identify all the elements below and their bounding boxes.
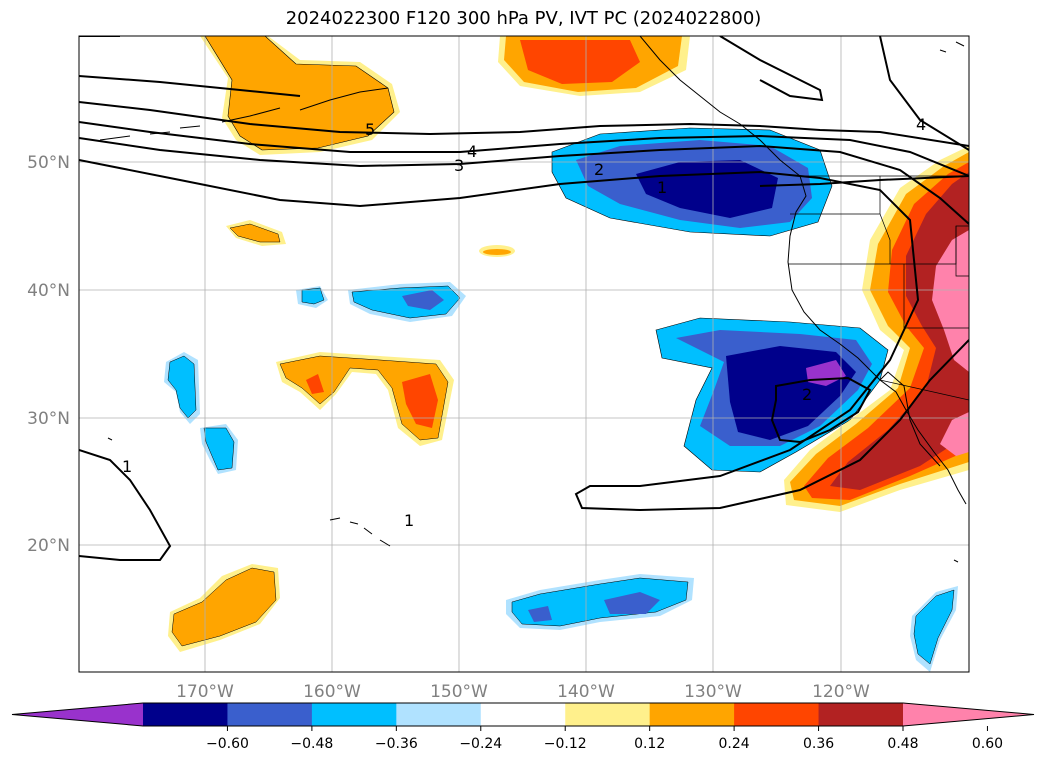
contour-label: 1 (122, 457, 132, 476)
colorbar-segment (818, 703, 904, 726)
colorbar-segment (396, 703, 482, 726)
colorbar-tick-label: 0.36 (803, 736, 834, 752)
lat-label: 30°N (27, 409, 70, 429)
colorbar-tick-label: 0.60 (972, 736, 1003, 752)
colorbar-tick-label: −0.12 (544, 736, 587, 752)
colorbar-extend-high (903, 703, 1034, 726)
longitude-labels: 170°W 160°W 150°W 140°W 130°W 120°W (176, 682, 870, 702)
colorbar-tick-label: −0.48 (290, 736, 333, 752)
pv-anomaly-westcoast (784, 146, 969, 512)
colorbar-tick-label: 0.12 (634, 736, 665, 752)
lat-label: 40°N (27, 281, 70, 301)
lat-label: 20°N (27, 536, 70, 556)
contour-label: 2 (802, 385, 812, 404)
ivt-contours (79, 36, 969, 561)
map-title: 2024022300 F120 300 hPa PV, IVT PC (2024… (285, 8, 762, 29)
coastlines (99, 36, 967, 563)
colorbar-tick-label: 0.48 (887, 736, 918, 752)
lon-label: 150°W (430, 682, 488, 702)
colorbar-segment (649, 703, 735, 726)
contour-label: 1 (404, 511, 414, 530)
map-frame (78, 35, 970, 673)
map-area: 5 4 3 2 1 2 1 1 4 (79, 36, 969, 672)
contour-label: 1 (657, 178, 667, 197)
colorbar-segment (734, 703, 820, 726)
contour-labels: 5 4 3 2 1 2 1 1 4 (122, 115, 926, 530)
colorbar-tick-label: −0.24 (459, 736, 502, 752)
colorbar-outline (11, 702, 1035, 727)
latitude-labels: 50°N 40°N 30°N 20°N (27, 153, 70, 556)
colorbar-tick-label: −0.36 (375, 736, 418, 752)
contour-label: 5 (365, 120, 375, 139)
colorbar-segment (565, 703, 651, 726)
lon-label: 140°W (557, 682, 615, 702)
contour-label: 2 (594, 160, 604, 179)
colorbar-tick-label: −0.60 (206, 736, 249, 752)
lon-label: 120°W (812, 682, 870, 702)
colorbar: −0.60 −0.48 −0.36 −0.24 −0.12 0.12 0.24 0.36 0.4… (11, 702, 1035, 752)
lon-label: 170°W (176, 682, 234, 702)
lon-label: 130°W (684, 682, 742, 702)
colorbar-segment (143, 703, 228, 726)
colorbar-segment (311, 703, 397, 726)
pv-small-features (164, 220, 958, 672)
colorbar-segment (480, 703, 566, 726)
pv-anomaly-cutoff (655, 317, 889, 473)
colorbar-extend-low (12, 703, 143, 726)
colorbar-tick-label: 0.24 (719, 736, 750, 752)
colorbar-segment (227, 703, 313, 726)
contour-label: 4 (916, 115, 926, 134)
lat-label: 50°N (27, 153, 70, 173)
lon-label: 160°W (303, 682, 361, 702)
contour-label: 3 (454, 156, 464, 175)
contour-label: 4 (467, 142, 477, 161)
pv-anomaly-alaska (498, 36, 690, 96)
